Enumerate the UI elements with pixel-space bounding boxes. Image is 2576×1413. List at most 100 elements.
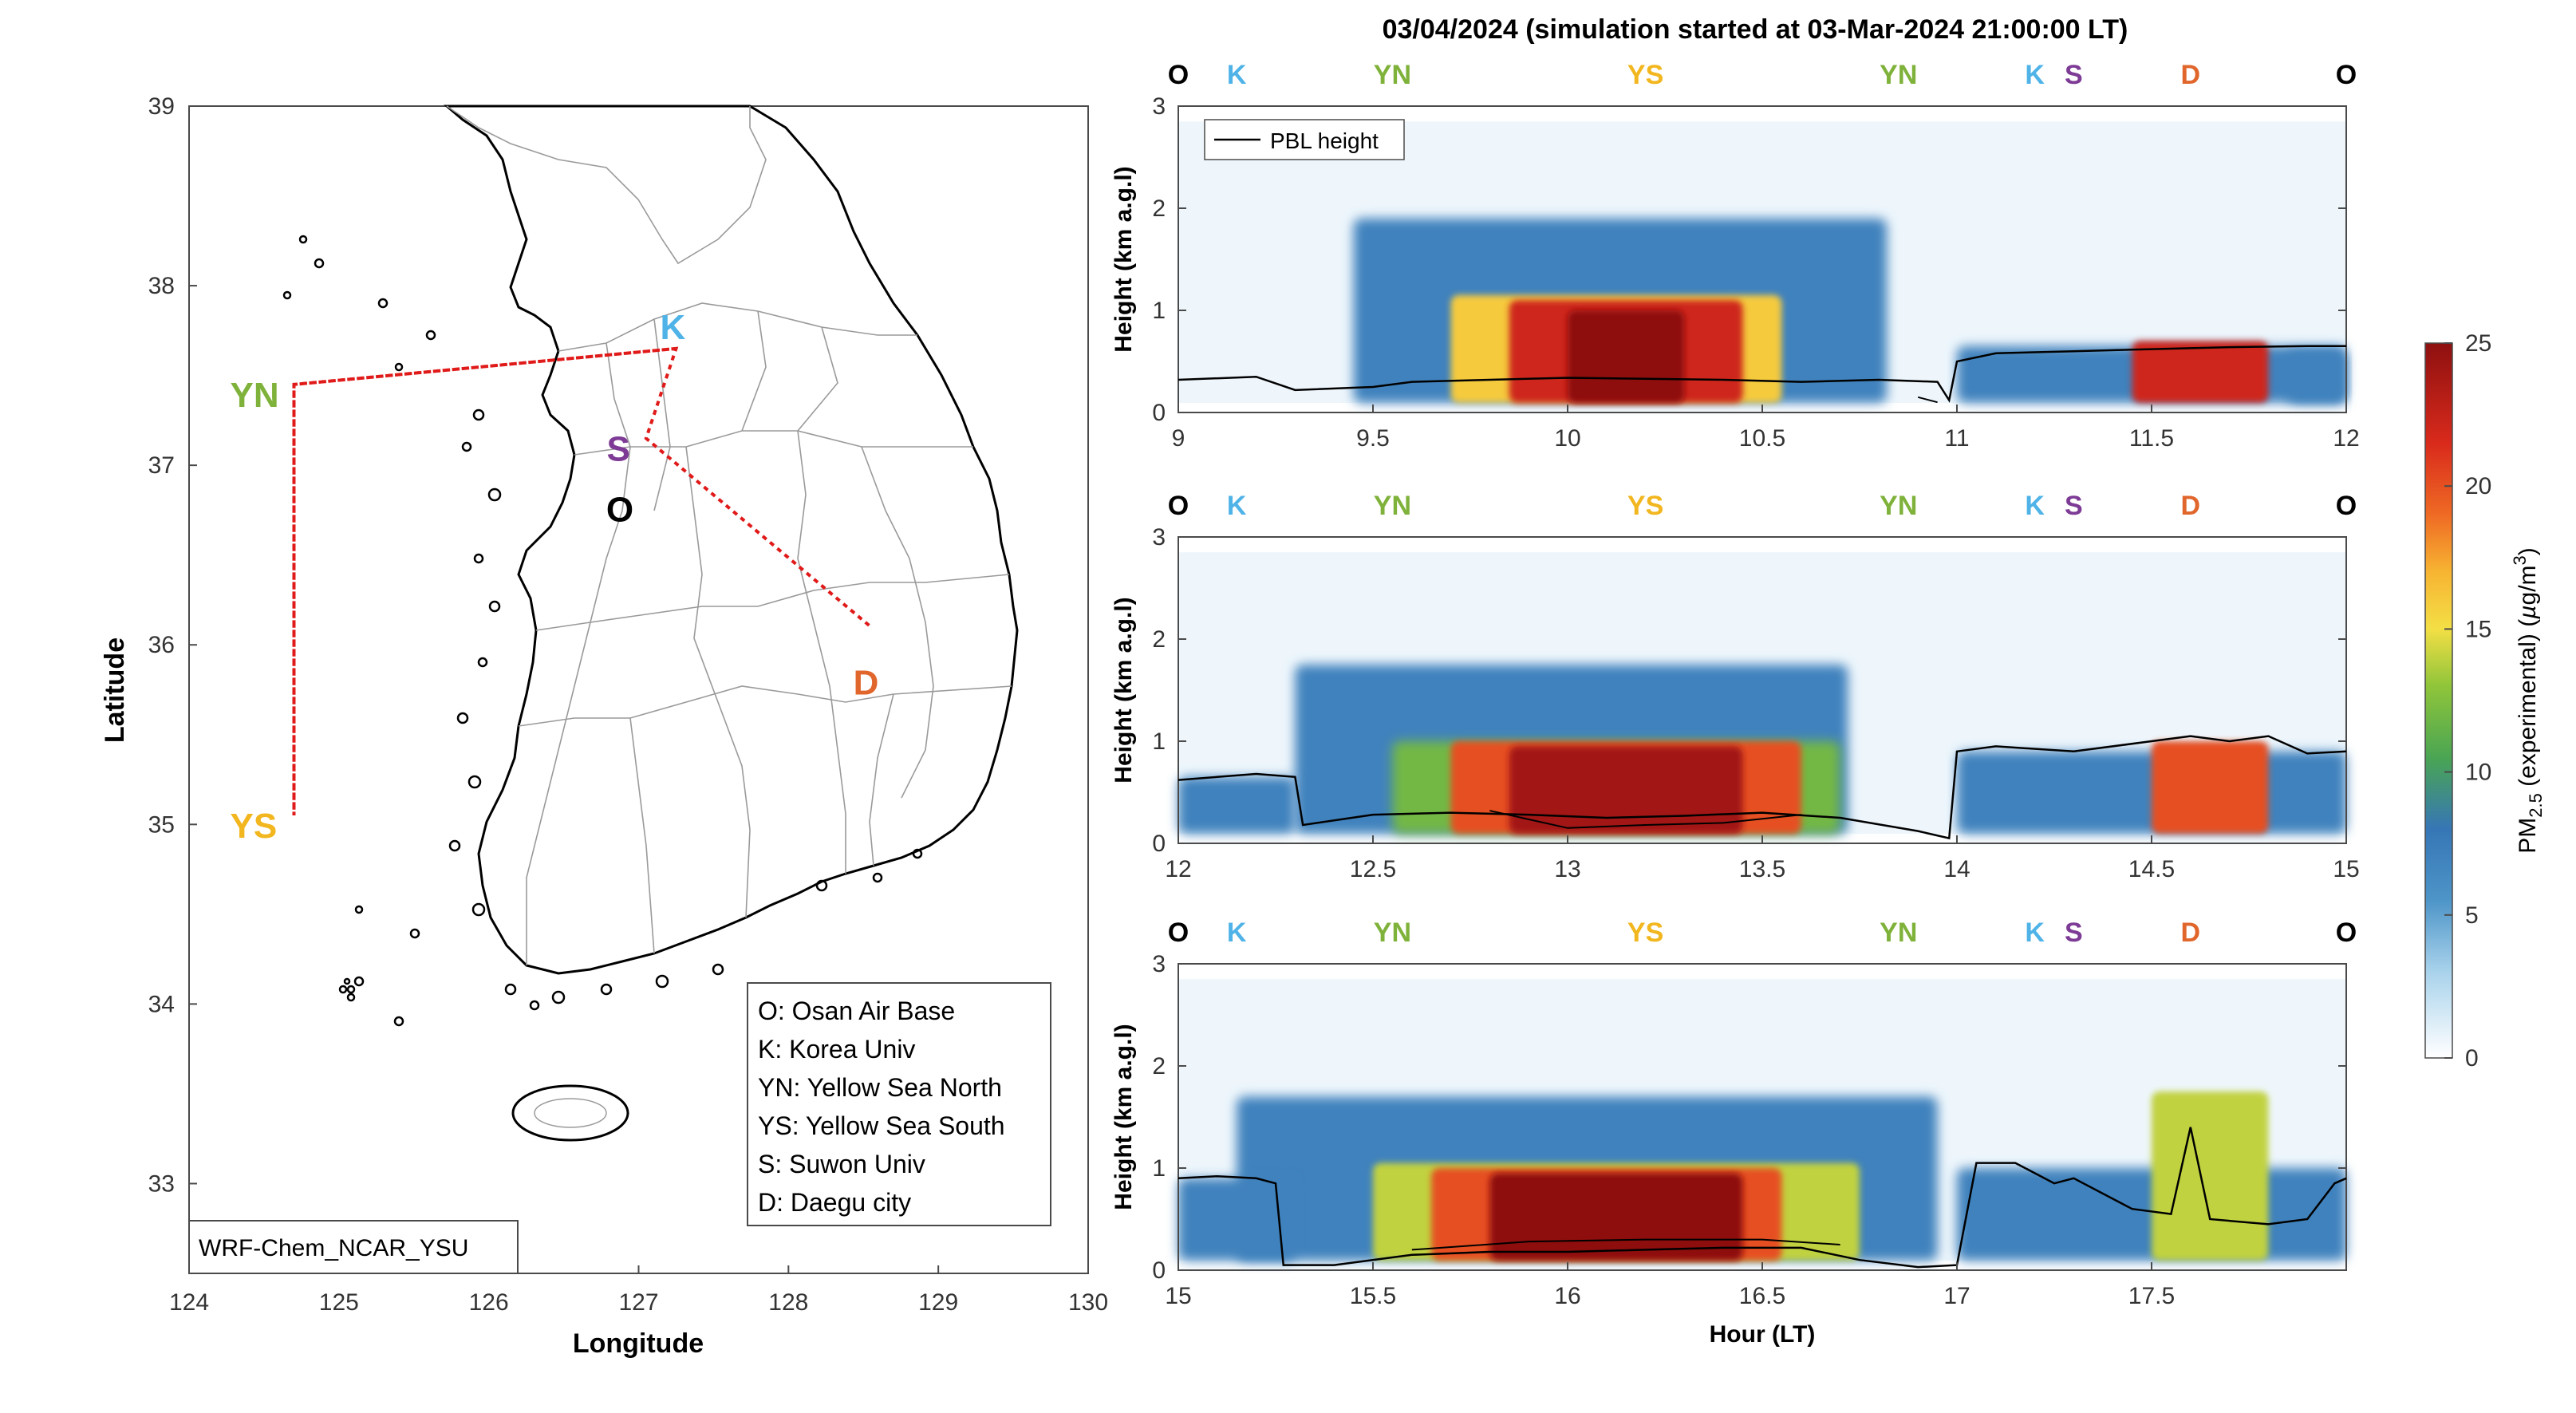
top-site-label: K: [2025, 491, 2045, 521]
panel-xtick-label: 12: [2333, 425, 2359, 452]
map-ylabel: Latitude: [100, 637, 130, 743]
top-site-label: O: [1168, 918, 1189, 948]
panel-ytick-label: 1: [1152, 298, 1166, 324]
colorbar-gradient: [2424, 342, 2453, 1059]
map-site-label-ys: YS: [230, 807, 277, 846]
map-legend: O: Osan Air Base K: Korea Univ YN: Yellow …: [747, 982, 1051, 1226]
top-site-label: O: [1168, 60, 1189, 90]
map-ytick-label: 37: [148, 452, 175, 479]
pm25-plume: [1489, 1173, 1743, 1261]
top-site-label: YN: [1880, 60, 1917, 90]
map-ytick-label: 39: [148, 93, 175, 120]
panel-xlabel: Hour (LT): [1710, 1321, 1816, 1348]
top-site-label: S: [2065, 918, 2083, 948]
colorbar: 0 5 10 15 20 25 PM2.5 (experimental) (µg/m3): [2424, 330, 2546, 1072]
top-site-label: YN: [1880, 491, 1917, 521]
pbl-lower-line: [1411, 1238, 1840, 1251]
panel-xtick-label: 13.5: [1739, 856, 1785, 882]
panel-ylabel: Height (km a.g.l): [1110, 166, 1137, 352]
panel-xtick-label: 12.5: [1350, 856, 1396, 882]
panel-ylabel: Height (km a.g.l): [1110, 1024, 1137, 1210]
panel-xtick-label: 17: [1943, 1283, 1970, 1309]
map-xtick-label: 127: [618, 1289, 658, 1316]
top-site-label: YS: [1627, 918, 1663, 948]
figure-title: 03/04/2024 (simulation started at 03-Mar…: [1383, 14, 2128, 45]
top-site-label: K: [2025, 918, 2045, 948]
pm25-plume: [1568, 310, 1685, 403]
colorbar-tick-label: 15: [2465, 616, 2491, 642]
province-boundaries: [446, 105, 1012, 965]
pm25-plume: [1178, 776, 1296, 834]
heatmap-panel-3: 15 15.5 16 16.5 17 17.5 0 1 2 3 Height (km a.g.l) O…: [1110, 918, 2357, 1348]
top-site-label: S: [2065, 491, 2083, 521]
top-site-label: O: [1168, 491, 1189, 521]
top-site-label: K: [1227, 60, 1247, 90]
colorbar-tick-label: 25: [2465, 330, 2491, 357]
map-panel: 124 125 126 127 128 129 130 33 34 35 36 37 38 39: [100, 93, 1108, 1359]
panel-xtick-label: 9.5: [1356, 425, 1390, 452]
model-label: WRF-Chem_NCAR_YSU: [199, 1235, 468, 1261]
map-site-label-yn: YN: [230, 376, 278, 415]
panel-ytick-label: 0: [1152, 1257, 1166, 1284]
map-site-label-o: O: [606, 491, 633, 530]
panel-ytick-label: 0: [1152, 831, 1166, 857]
map-ytick-label: 33: [148, 1170, 175, 1197]
panel-xtick-label: 10.5: [1739, 425, 1785, 452]
colorbar-tick-label: 5: [2465, 902, 2479, 929]
model-label-box: WRF-Chem_NCAR_YSU: [188, 1220, 519, 1274]
panel-xtick-label: 11.5: [2129, 425, 2174, 452]
pm25-plume: [2132, 341, 2269, 403]
colorbar-tick-label: 0: [2465, 1045, 2479, 1072]
panel-ytick-label: 1: [1152, 1155, 1166, 1182]
map-site-label-s: S: [607, 430, 630, 469]
jeju-island: [511, 1084, 629, 1142]
panel-xtick-label: 13: [1554, 856, 1580, 882]
map-xlabel: Longitude: [573, 1328, 704, 1359]
colorbar-label: PM2.5 (experimental) (µg/m3): [2510, 547, 2546, 854]
top-site-label: K: [1227, 491, 1247, 521]
panel-xtick-label: 14.5: [2128, 856, 2175, 882]
top-site-label: YS: [1627, 60, 1663, 90]
pbl-height-line: [1178, 345, 2346, 403]
panel-xtick-label: 14: [1943, 856, 1970, 882]
map-site-label-k: K: [660, 308, 685, 347]
map-ytick-label: 36: [148, 632, 175, 658]
pbl-height-line: [1178, 735, 2347, 840]
panel-ytick-label: 3: [1152, 524, 1166, 551]
panel-xtick-label: 11: [1944, 425, 1969, 452]
panel-xtick-label: 15: [2333, 856, 2359, 882]
map-legend-item: K: Korea Univ: [758, 1035, 915, 1064]
map-xtick-label: 130: [1068, 1289, 1108, 1316]
pm25-plume: [2152, 741, 2269, 834]
pm25-plume: [2152, 1091, 2269, 1261]
map-legend-item: YN: Yellow Sea North: [758, 1073, 1002, 1102]
top-site-label: K: [1227, 918, 1247, 948]
panel-xtick-label: 15.5: [1350, 1283, 1396, 1309]
peninsula-outline: [443, 105, 1019, 975]
pbl-height-line: [1178, 1127, 2347, 1269]
panel-xtick-label: 17.5: [2128, 1283, 2175, 1309]
map-xtick-label: 124: [169, 1289, 209, 1316]
panel-ytick-label: 3: [1152, 93, 1166, 120]
top-site-label: O: [2336, 60, 2357, 90]
panel-xtick-label: 12: [1165, 856, 1191, 882]
top-site-label: D: [2181, 918, 2201, 948]
panel-xtick-label: 10: [1554, 425, 1580, 452]
pm25-plume: [1178, 1178, 1296, 1261]
panel-xtick-label: 15: [1165, 1283, 1191, 1309]
map-xtick-label: 126: [469, 1289, 509, 1316]
colorbar-tick-label: 10: [2465, 760, 2491, 786]
pbl-lower-line: [1489, 810, 1801, 829]
map-legend-item: O: Osan Air Base: [758, 997, 955, 1025]
panel-xtick-label: 9: [1172, 425, 1185, 452]
top-site-label: S: [2065, 60, 2083, 90]
jeju-interior: [534, 1098, 607, 1128]
colorbar-tick-label: 20: [2465, 473, 2491, 499]
panel-ytick-label: 3: [1152, 951, 1166, 977]
panel-xtick-label: 16.5: [1739, 1283, 1785, 1309]
